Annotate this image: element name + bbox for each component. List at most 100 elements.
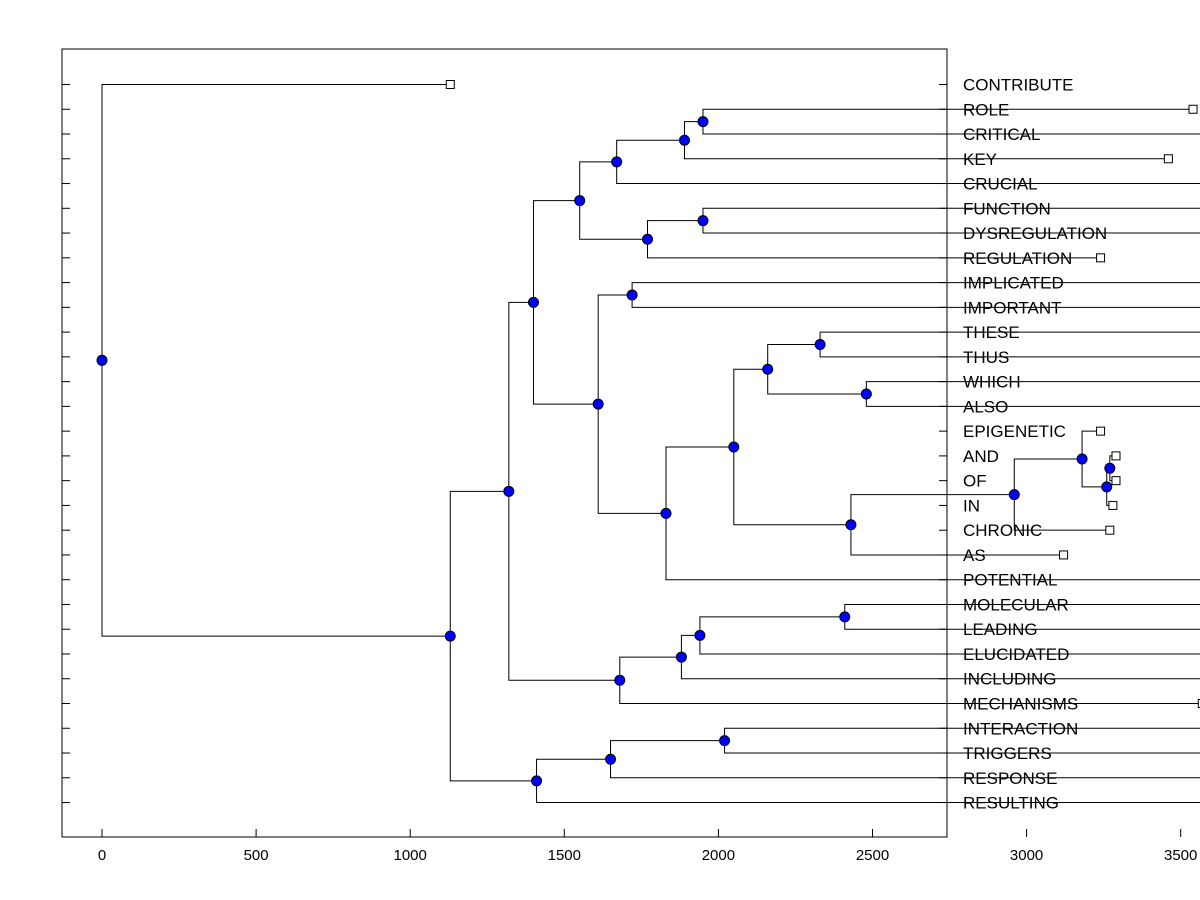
leaf-marker: [1111, 451, 1121, 461]
merge-node: [678, 134, 690, 146]
axis-ticks: 0500100015002000250030003500400045005000: [62, 84, 1197, 864]
merge-node: [697, 215, 709, 227]
leaf-label: KEY: [963, 150, 997, 169]
leaf-marker: [1188, 104, 1198, 114]
dendrogram-branch: [536, 758, 1200, 804]
leaf-label: INTERACTION: [963, 719, 1078, 738]
leaf-label: THESE: [963, 323, 1020, 342]
merge-nodes: [96, 116, 1116, 787]
leaf-label: REGULATION: [963, 249, 1072, 268]
leaf-label: ALSO: [963, 397, 1008, 416]
leaf-label: POTENTIAL: [963, 571, 1057, 590]
merge-node: [531, 775, 543, 787]
merge-node: [611, 156, 623, 168]
leaf-marker: [1108, 500, 1118, 510]
leaf-label: CRITICAL: [963, 125, 1040, 144]
merge-node: [1076, 453, 1088, 465]
leaf-label: LEADING: [963, 620, 1038, 639]
dendrogram-branch: [610, 740, 1200, 779]
dendrogram-branch: [532, 200, 599, 405]
merge-node: [626, 289, 638, 301]
dendrogram-branch: [631, 282, 1200, 308]
merge-node: [839, 611, 851, 623]
merge-node: [96, 354, 108, 366]
x-tick-label: 1500: [548, 847, 581, 864]
dendrogram-branch: [767, 343, 867, 395]
dendrogram-branch: [579, 161, 648, 240]
leaf-label: MOLECULAR: [963, 595, 1069, 614]
leaf-label: ELUCIDATED: [963, 645, 1069, 664]
merge-node: [660, 507, 672, 519]
dendrogram-branch: [699, 616, 1200, 655]
x-tick-label: 3500: [1164, 847, 1197, 864]
leaf-label: OF: [963, 472, 987, 491]
merge-node: [1008, 489, 1020, 501]
dendrogram-branch: [680, 634, 1200, 680]
leaf-label: INCLUDING: [963, 670, 1057, 689]
leaf-marker: [1105, 525, 1115, 535]
leaf-label: DYSREGULATION: [963, 224, 1107, 243]
leaf-label: ROLE: [963, 100, 1009, 119]
merge-node: [574, 195, 586, 207]
x-tick-label: 2500: [856, 847, 889, 864]
merge-node: [728, 441, 740, 453]
merge-node: [845, 519, 857, 531]
merge-node: [527, 296, 539, 308]
merge-node: [614, 674, 626, 686]
merge-node: [605, 753, 617, 765]
leaf-label: FUNCTION: [963, 199, 1051, 218]
dendrogram-branch: [702, 108, 1200, 135]
leaf-label: IMPLICATED: [963, 274, 1064, 293]
merge-node: [860, 388, 872, 400]
dendrogram-branch: [1013, 458, 1110, 531]
leaf-label: RESULTING: [963, 794, 1059, 813]
leaf-labels: CONTRIBUTE ROLE CRITICAL KEY CRUCIAL FUNCTION…: [963, 76, 1107, 813]
x-tick-label: 1000: [394, 847, 427, 864]
leaf-label: MECHANISMS: [963, 695, 1078, 714]
leaf-markers: [445, 80, 1200, 708]
leaf-label: AS: [963, 546, 986, 565]
x-tick-label: 0: [98, 847, 106, 864]
dendrogram-branch: [508, 301, 620, 681]
leaf-label: EPIGENETIC: [963, 422, 1066, 441]
merge-node: [719, 735, 731, 747]
merge-node: [1101, 481, 1113, 493]
merge-node: [697, 116, 709, 128]
dendrogram-branch: [101, 84, 451, 637]
leaf-label: IMPORTANT: [963, 298, 1062, 317]
merge-node: [694, 629, 706, 641]
merge-node: [592, 398, 604, 410]
leaf-marker: [1163, 154, 1173, 164]
dendrogram-branch: [683, 121, 1169, 160]
dendrogram-branch: [733, 368, 851, 526]
plot-frame: [61, 48, 948, 838]
merge-node: [503, 485, 515, 497]
dendrogram-branch: [665, 446, 1200, 581]
dendrogram-branch: [449, 490, 537, 782]
leaf-label: RESPONSE: [963, 769, 1057, 788]
leaf-label: TRIGGERS: [963, 744, 1052, 763]
leaf-label: CHRONIC: [963, 521, 1042, 540]
merge-node: [814, 338, 826, 350]
x-tick-label: 2000: [702, 847, 735, 864]
leaf-label: WHICH: [963, 373, 1021, 392]
merge-node: [1104, 462, 1116, 474]
merge-node: [675, 651, 687, 663]
dendrogram-branch: [865, 381, 1200, 407]
leaf-label: AND: [963, 447, 999, 466]
leaf-label: IN: [963, 496, 980, 515]
dendrogram-branch: [702, 207, 1200, 234]
leaf-marker: [1197, 699, 1200, 708]
leaf-label: CRUCIAL: [963, 175, 1038, 194]
x-tick-label: 3000: [1010, 847, 1043, 864]
dendrogram-branch: [597, 294, 667, 514]
leaf-label: THUS: [963, 348, 1009, 367]
leaf-marker: [1096, 253, 1106, 263]
leaf-label: CONTRIBUTE: [963, 76, 1074, 95]
x-tick-label: 500: [244, 847, 269, 864]
leaf-marker: [445, 80, 455, 89]
dendrogram-branch: [619, 656, 1200, 704]
leaf-marker: [1111, 476, 1121, 486]
merge-node: [444, 630, 456, 642]
